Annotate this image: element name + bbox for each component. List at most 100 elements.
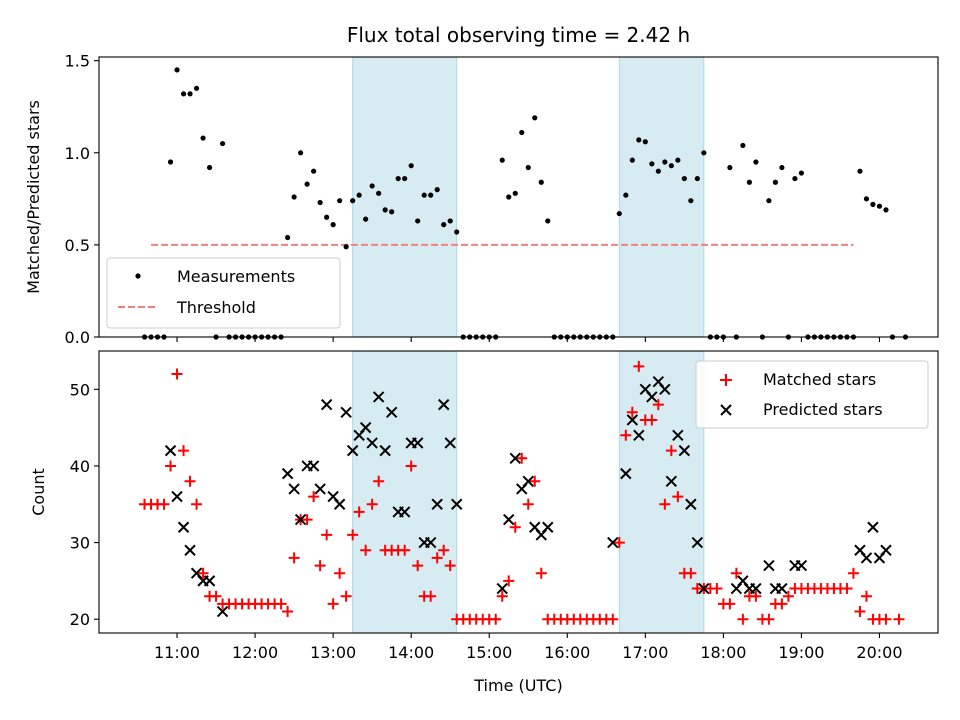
matched-star-point [314, 560, 326, 572]
predicted-star-point [509, 452, 521, 464]
measurement-point [681, 175, 687, 182]
measurement-point [519, 129, 525, 136]
matched-star-point [412, 560, 424, 572]
y-tick-label: 0.0 [65, 328, 90, 347]
measurement-point [675, 157, 681, 163]
legend-measurements-label: Measurements [177, 267, 295, 286]
predicted-star-point [333, 498, 346, 510]
matched-star-point [626, 406, 638, 418]
y-tick-label: 50 [70, 380, 90, 399]
measurement-point [876, 203, 883, 209]
legend-threshold-label: Threshold [176, 298, 256, 317]
matched-star-point [776, 598, 788, 610]
measurement-point [376, 190, 382, 196]
measurement-point [870, 201, 876, 207]
predicted-star-point [203, 575, 216, 587]
matched-star-point [529, 475, 541, 487]
x-tick-label: 13:00 [310, 643, 356, 662]
predicted-star-point [184, 544, 196, 556]
matched-star-point [496, 590, 508, 602]
matched-star-point [724, 598, 736, 610]
x-tick-label: 18:00 [700, 643, 746, 662]
matched-star-point [672, 491, 684, 503]
measurement-point [525, 164, 531, 171]
measurement-point [863, 196, 870, 202]
measurement-point [883, 207, 889, 213]
bottom-x-axis-label: Time (UTC) [473, 676, 562, 695]
matched-star-point [431, 552, 443, 564]
measurement-point [317, 199, 323, 206]
y-tick-label: 0.5 [65, 236, 90, 255]
shaded-interval-1 [352, 350, 458, 634]
measurement-point [382, 207, 388, 213]
measurement-point [193, 85, 200, 91]
x-tick-label: 15:00 [466, 643, 512, 662]
bottom-matched-stars [139, 360, 905, 625]
predicted-star-point [424, 536, 437, 549]
top-shaded-intervals [352, 56, 705, 338]
predicted-star-point [672, 429, 684, 442]
shaded-interval-2 [618, 56, 705, 338]
matched-star-point [425, 590, 437, 602]
matched-star-point [490, 613, 502, 625]
matched-star-point [171, 368, 183, 380]
predicted-star-point [366, 437, 378, 449]
predicted-star-point [496, 582, 508, 595]
measurement-point [532, 115, 538, 121]
predicted-star-point [698, 582, 710, 595]
measurement-point [167, 159, 174, 165]
predicted-star-point [626, 414, 639, 426]
matched-star-point [847, 567, 859, 579]
matched-star-point [607, 613, 619, 625]
matched-star-point [301, 514, 313, 526]
matched-star-point [737, 613, 749, 625]
top-panel: 0.0 0.5 1.0 1.5 Flux total observing time =… [24, 23, 939, 347]
predicted-star-point [795, 559, 808, 572]
measurement-point [668, 163, 674, 169]
y-tick-label: 1.5 [65, 52, 90, 71]
bottom-y-ticks: 20 30 40 50 [70, 380, 99, 629]
measurement-point [434, 187, 440, 193]
measurement-point [200, 135, 206, 141]
measurement-point [857, 168, 863, 174]
matched-star-point [340, 590, 352, 602]
measurement-point [688, 198, 694, 204]
matched-star-point [321, 529, 333, 541]
y-tick-label: 40 [70, 457, 90, 476]
matched-star-point [516, 452, 528, 464]
measurement-point [324, 214, 330, 220]
matched-star-point [652, 399, 664, 411]
top-y-axis-label: Matched/Predicted stars [24, 100, 43, 294]
measurement-point [395, 175, 401, 182]
predicted-star-point [659, 383, 671, 396]
measurement-point [649, 161, 655, 167]
measurement-point [447, 218, 453, 224]
matched-star-point [633, 360, 645, 372]
measurement-point [538, 179, 544, 185]
measurement-point [655, 168, 661, 174]
measurement-point [798, 170, 805, 176]
measurement-point [727, 164, 733, 171]
matched-star-point [191, 498, 203, 510]
predicted-star-point [763, 559, 775, 572]
predicted-star-point [444, 437, 456, 449]
matched-star-point [353, 506, 365, 518]
predicted-star-point [646, 391, 658, 403]
measurement-point [545, 218, 551, 224]
predicted-star-point [503, 513, 515, 526]
predicted-star-point [346, 444, 359, 457]
x-tick-label: 19:00 [778, 643, 824, 662]
measurement-point [512, 190, 518, 196]
top-x-ticks [176, 337, 881, 342]
measurement-point [415, 218, 421, 224]
top-title: Flux total observing time = 2.42 h [347, 23, 690, 47]
matched-star-point [509, 521, 521, 533]
bottom-y-axis-label: Count [29, 468, 48, 516]
matched-star-point [860, 590, 872, 602]
predicted-star-point [216, 605, 229, 618]
predicted-star-point [691, 536, 704, 549]
matched-star-point [210, 590, 222, 602]
measurement-point [350, 198, 356, 204]
